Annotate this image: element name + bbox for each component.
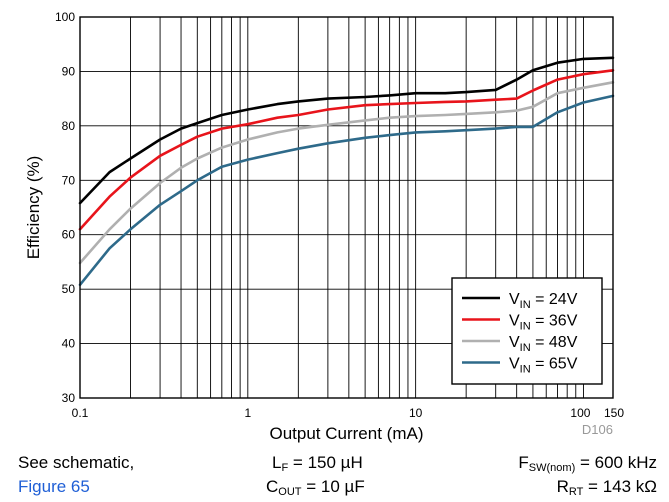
figure-65-link[interactable]: Figure 65 [18, 477, 90, 496]
caption-inductor: LF = 150 µH [272, 453, 363, 474]
x-tick-label: 10 [409, 406, 423, 420]
x-tick-label: 1 [244, 406, 251, 420]
series-line-2 [78, 81, 615, 265]
caption-schematic: See schematic, [18, 453, 135, 472]
tick-labels: 0.1 1 10 100 150 30 40 50 60 70 80 90 100 [55, 10, 624, 420]
x-tick-label: 100 [570, 406, 590, 420]
series-line-0 [78, 56, 615, 205]
legend-label: VIN = 24V [509, 291, 578, 311]
legend-label: VIN = 48V [509, 334, 578, 354]
x-tick-label: 150 [604, 406, 624, 420]
caption-output-capacitor: COUT = 10 µF [266, 477, 365, 498]
caption-rt-resistor: RRT = 143 kΩ [556, 477, 657, 498]
y-axis-title: Efficiency (%) [24, 156, 43, 260]
plot-frame [79, 16, 614, 399]
legend-label: VIN = 36V [509, 313, 578, 333]
y-tick-label: 70 [62, 173, 76, 187]
legend-box [451, 277, 603, 385]
y-tick-label: 80 [62, 119, 76, 133]
y-tick-label: 90 [62, 64, 76, 78]
x-axis-title: Output Current (mA) [270, 424, 424, 443]
series-lines [78, 56, 615, 287]
figure-id: D106 [582, 422, 613, 437]
y-tick-label: 40 [62, 337, 76, 351]
series-line-1 [78, 69, 615, 231]
legend-label: VIN = 65V [509, 356, 578, 376]
caption-switching-frequency: FSW(nom) = 600 kHz [518, 453, 657, 474]
y-tick-label: 60 [62, 228, 76, 242]
series-line-3 [78, 94, 615, 287]
x-tick-label: 0.1 [72, 406, 89, 420]
y-tick-label: 100 [55, 10, 75, 24]
y-tick-label: 50 [62, 282, 76, 296]
efficiency-chart: 0.1 1 10 100 150 30 40 50 60 70 80 90 100 Efficiency… [24, 10, 624, 443]
y-tick-label: 30 [62, 391, 76, 405]
